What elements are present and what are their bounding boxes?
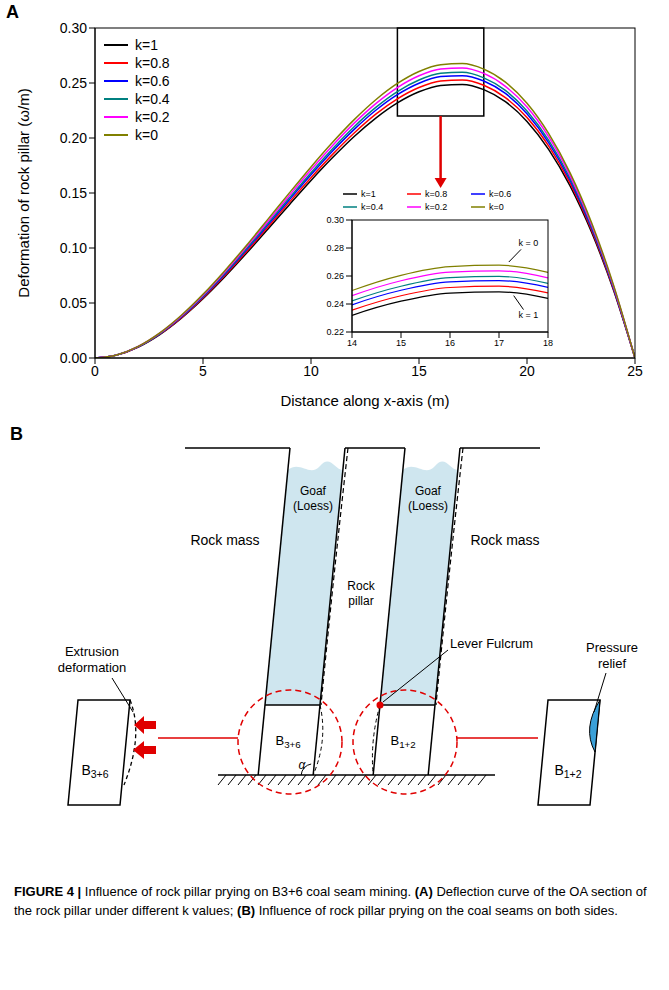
html-text:k=0.4: k=0.4: [135, 91, 170, 107]
svg-text:Rockpillar: Rockpillar: [347, 579, 375, 608]
html-text:k=0.6: k=0.6: [489, 189, 512, 199]
html-text:k=0.6: k=0.6: [135, 73, 170, 89]
svg-text:B1+2: B1+2: [554, 762, 581, 780]
svg-text:0.28: 0.28: [326, 243, 344, 253]
svg-text:0.30: 0.30: [60, 20, 87, 36]
svg-text:20: 20: [519, 363, 535, 379]
svg-text:Goaf(Loess): Goaf(Loess): [408, 484, 448, 513]
html-text:k=0.2: k=0.2: [135, 109, 170, 125]
svg-text:14: 14: [347, 338, 357, 348]
svg-text:Goaf(Loess): Goaf(Loess): [293, 484, 333, 513]
svg-text:15: 15: [396, 338, 406, 348]
svg-text:15: 15: [411, 363, 427, 379]
svg-text:Distance along x-axis (m): Distance along x-axis (m): [280, 392, 449, 409]
svg-text:0.30: 0.30: [326, 215, 344, 225]
svg-text:0.00: 0.00: [60, 350, 87, 366]
svg-text:0.20: 0.20: [60, 130, 87, 146]
svg-text:B3+6: B3+6: [275, 733, 300, 750]
svg-text:25: 25: [627, 363, 643, 379]
svg-text:B1+2: B1+2: [390, 733, 415, 750]
html-text:A: A: [6, 2, 19, 22]
svg-text:17: 17: [494, 338, 504, 348]
svg-text:Rock mass: Rock mass: [190, 532, 259, 548]
html-text:B: B: [10, 424, 23, 444]
svg-text:16: 16: [445, 338, 455, 348]
svg-text:5: 5: [199, 363, 207, 379]
svg-text:k = 1: k = 1: [519, 310, 539, 320]
svg-text:0.25: 0.25: [60, 75, 87, 91]
html-text:k=0.4: k=0.4: [361, 202, 384, 212]
html-text:k=0: k=0: [489, 202, 504, 212]
svg-text:Pressurerelief: Pressurerelief: [586, 640, 638, 671]
svg-text:18: 18: [543, 338, 553, 348]
html-text:k=0.2: k=0.2: [425, 202, 448, 212]
svg-text:B3+6: B3+6: [81, 762, 108, 780]
svg-text:0.15: 0.15: [60, 185, 87, 201]
html-text:k=1: k=1: [135, 37, 158, 53]
html-text:k=0.8: k=0.8: [135, 55, 170, 71]
svg-text:Extrusiondeformation: Extrusiondeformation: [58, 644, 127, 675]
html-text:k=0.8: k=0.8: [425, 189, 448, 199]
svg-text:0.26: 0.26: [326, 271, 344, 281]
svg-text:0.05: 0.05: [60, 295, 87, 311]
svg-text:Rock mass: Rock mass: [470, 532, 539, 548]
html-text:k=1: k=1: [361, 189, 376, 199]
svg-text:0: 0: [91, 363, 99, 379]
svg-text:Deformation of rock pillar (ω/: Deformation of rock pillar (ω/m): [15, 88, 32, 297]
svg-text:0.10: 0.10: [60, 240, 87, 256]
svg-text:10: 10: [303, 363, 319, 379]
svg-text:0.22: 0.22: [326, 327, 344, 337]
svg-text:k = 0: k = 0: [519, 238, 539, 248]
html-text:FIGURE 4 | Influence of rock p: FIGURE 4 | Influence of rock pillar pryi…: [14, 884, 647, 918]
html-text:k=0: k=0: [135, 127, 158, 143]
svg-text:α: α: [298, 758, 306, 772]
svg-text:0.24: 0.24: [326, 299, 344, 309]
svg-text:Lever Fulcrum: Lever Fulcrum: [450, 636, 533, 651]
